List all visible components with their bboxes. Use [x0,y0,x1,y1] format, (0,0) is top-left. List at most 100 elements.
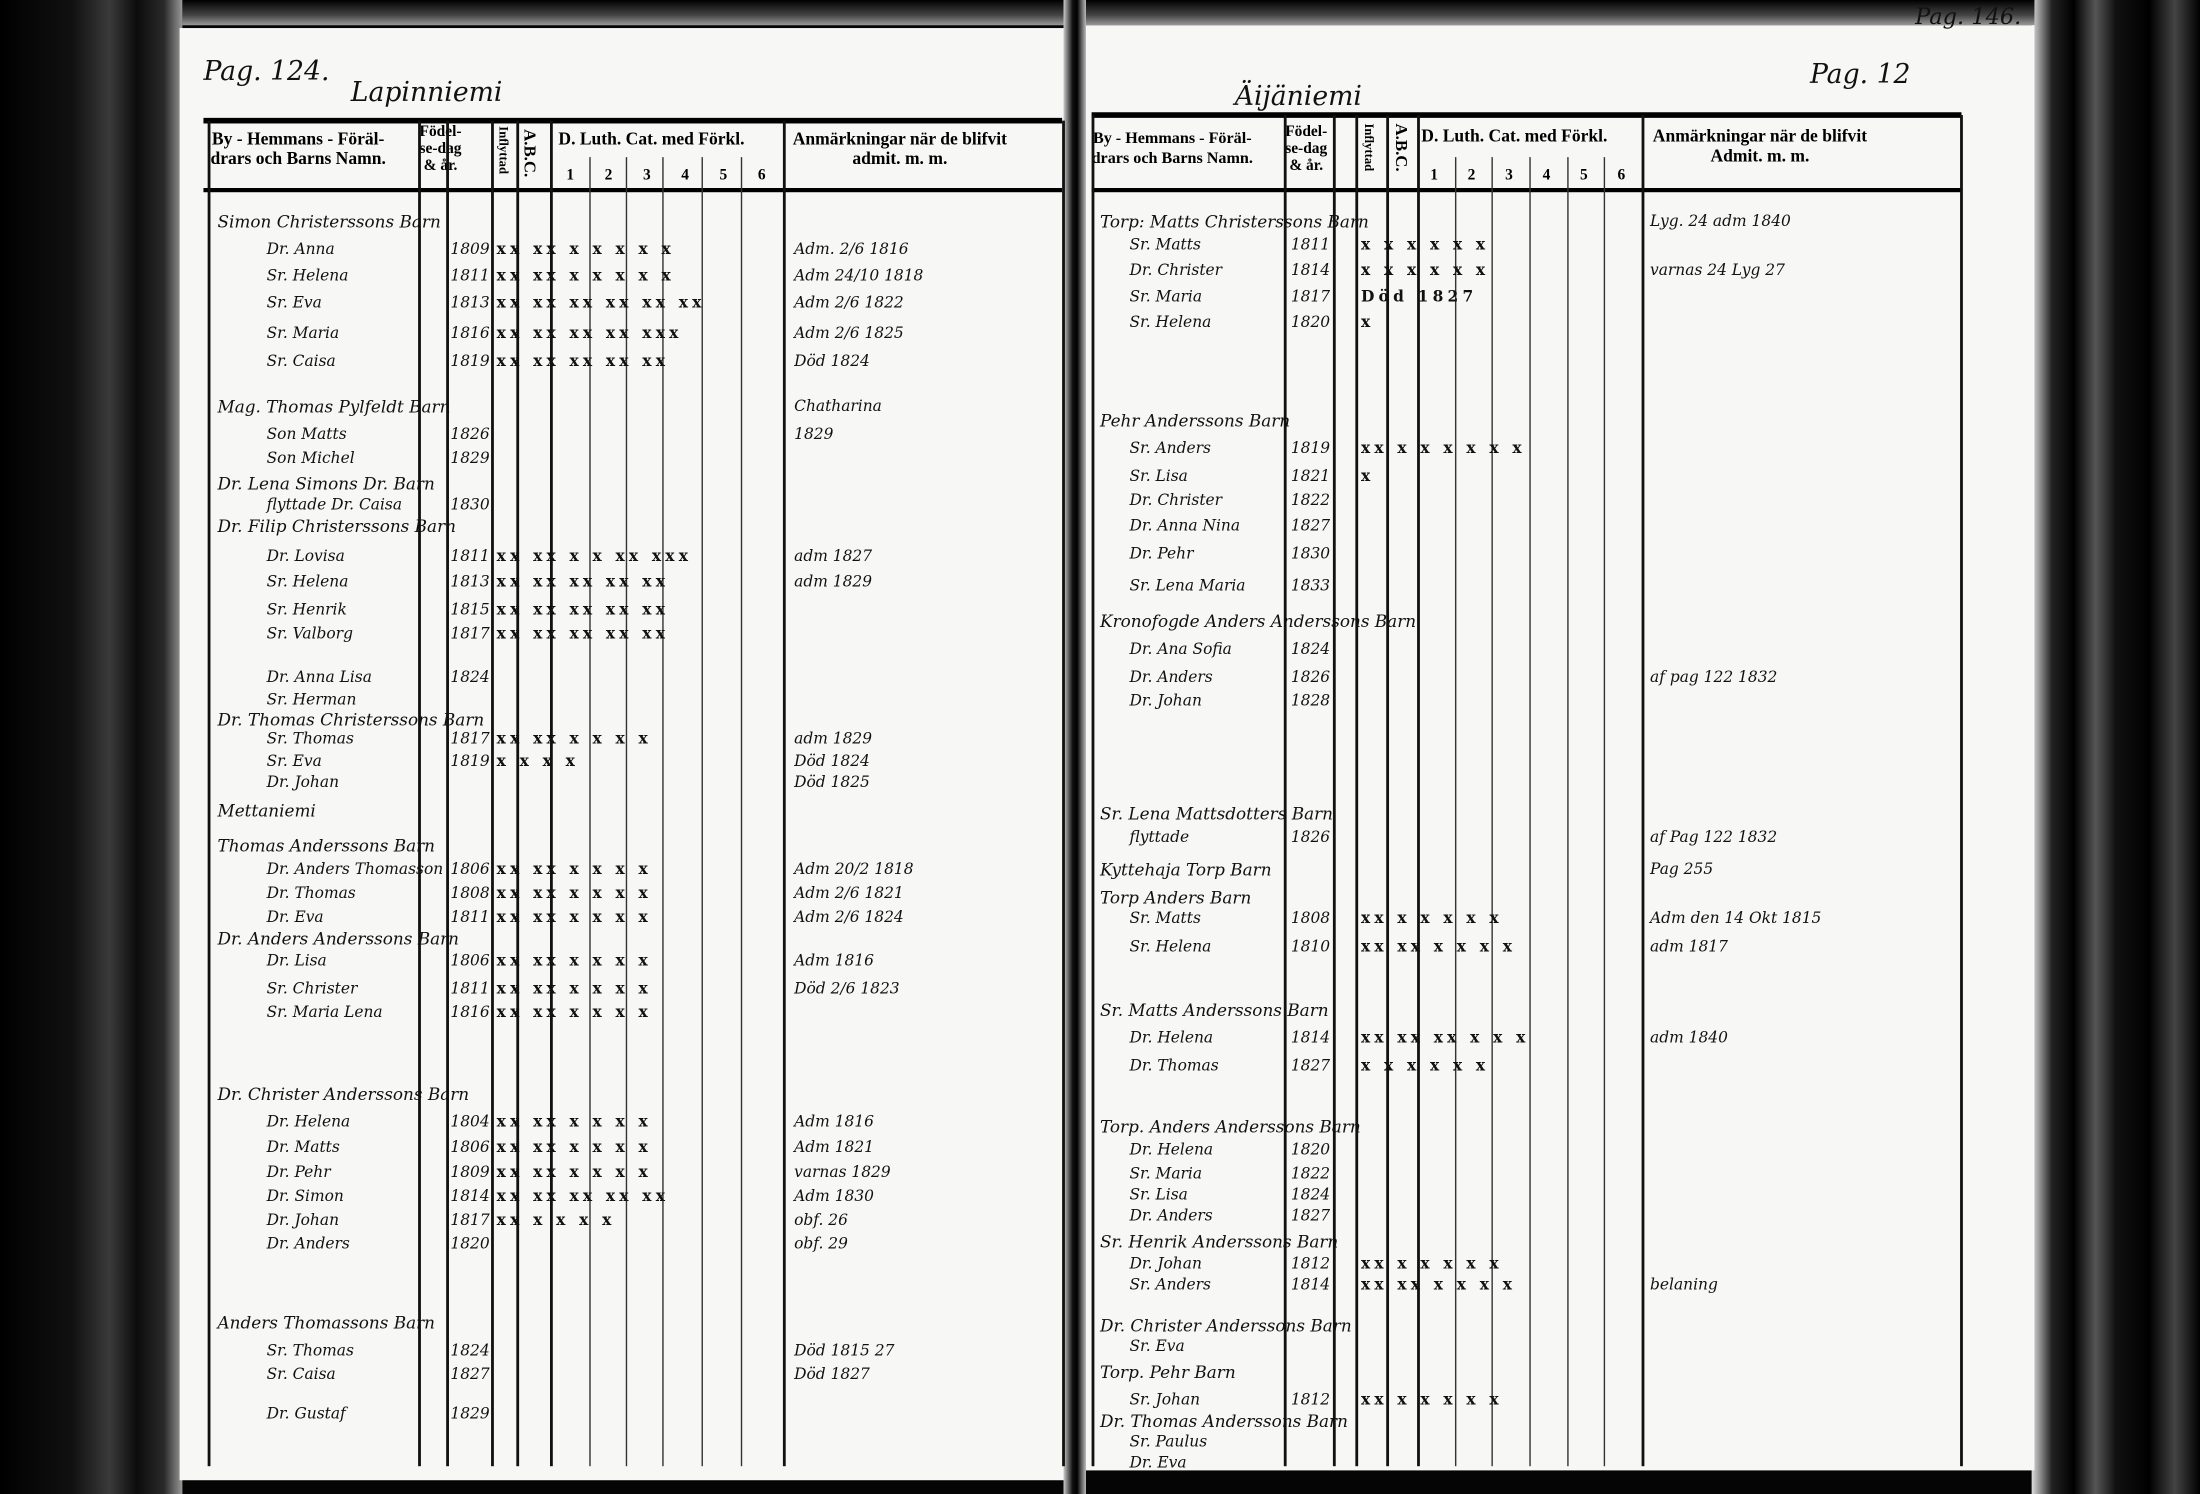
catechism-col-3: 3 [642,166,651,184]
person-name: Sr. Maria [266,324,340,343]
register-row: Dr. Helena 1820 [0,1140,2200,1159]
remark: Adm 2/6 1822 [794,293,904,312]
birth-year: 1830 [1290,544,1331,563]
birth-year: 1806 [450,951,490,970]
person-name: flyttade Dr. Caisa [266,495,403,514]
birth-year: 1813 [450,572,490,591]
corner-page-number: Pag. 146. [1915,2,2022,30]
register-row: Sr. Maria 1822 [0,1164,2200,1183]
column-rule [782,120,786,1467]
catechism-marks: xx xx x x x x [496,1137,652,1157]
left-header-birth-col: Födel- se-dag & år. [420,123,462,174]
person-name: Dr. Anna Nina [1129,516,1241,535]
right-header-birth-col: Födel- se-dag & år. [1285,123,1327,174]
birth-year: 1824 [1290,1185,1331,1204]
birth-year: 1814 [1290,1028,1331,1047]
remark: varnas 1829 [794,1163,891,1182]
household-name: Dr. Christer Anderssons Barn [1099,1316,1352,1336]
person-name: Dr. Johan [1129,691,1202,710]
household-name: Dr. Thomas Anderssons Barn [1099,1411,1348,1432]
birth-year: 1814 [1290,1275,1331,1294]
birth-year: 1812 [1290,1390,1331,1409]
birth-year: 1822 [1290,1164,1331,1183]
birth-year: 1808 [1290,909,1331,928]
catechism-marks: x x x x x x [1360,1056,1490,1075]
catechism-marks: x x x x [496,752,580,771]
column-rule [1091,115,1095,1467]
register-row: Sr. Helena 1820 x [0,314,2200,331]
register-row: Sr. Paulus [0,1433,2200,1451]
catechism-marks: xx xx xx xx xx [496,600,670,619]
register-row: Dr. Pehr 1809 xx xx x x x x varnas 1829 [0,1163,2200,1182]
header-line: Admit. m. m. [1710,145,1810,166]
catechism-marks: xx xx x x x x [496,1163,652,1182]
person-name: Dr. Thomas [266,883,356,903]
household-name: Sr. Lena Mattsdotters Barn [1099,803,1334,824]
register-row: Sr. Herman [0,691,2200,709]
birth-year: 1811 [1290,235,1331,254]
person-name: Dr. Anna Lisa [266,667,372,687]
birth-year: 1819 [450,352,490,371]
birth-year: 1814 [450,1186,490,1206]
column-rule [1062,120,1065,1467]
catechism-col-5: 5 [719,166,728,184]
person-name: Dr. Simon [266,1186,344,1206]
catechism-marks: xx xx x x x x [496,1112,652,1131]
birth-year: 1821 [1290,467,1331,486]
column-rule [625,157,628,1467]
register-row: Dr. Thomas Anderssons Barn [0,1413,2200,1430]
register-row: Torp Anders Barn [0,890,2200,907]
birth-year: 1816 [450,324,490,343]
catechism-marks: xx xx xx xx xx xx [496,293,706,312]
household-name: Pehr Anderssons Barn [1099,411,1291,431]
register-row: Dr. Christer Anderssons Barn [0,1086,2200,1103]
column-rule [1491,157,1493,1467]
catechism-marks: xx xx x x x x [496,1003,652,1022]
right-header-top-rule [1091,112,1962,118]
register-row: Dr. Anna Nina 1827 [0,516,2200,535]
remark: obf. 29 [794,1234,848,1253]
register-row: Kyttehaja Torp Barn Pag 255 [0,861,2200,879]
birth-year: 1819 [450,752,490,771]
remark: Död 2/6 1823 [794,979,900,998]
remark: Adm 1830 [794,1186,874,1206]
register-row: Sr. Thomas 1817 xx xx x x x x adm 1829 [0,730,2200,748]
column-rule [446,120,449,1467]
person-name: Dr. Helena [1129,1140,1214,1159]
person-name: Sr. Lena Maria [1129,576,1246,595]
register-row: Dr. Helena 1814 xx xx xx x x x adm 1840 [0,1028,2200,1047]
catechism-marks: xx xx x x x x x [496,266,675,285]
birth-year: 1828 [1290,691,1331,710]
catechism-marks: x x x x x x [1360,260,1490,280]
catechism-marks: xx xx x x x x [1360,1275,1517,1294]
register-row: Sr. Valborg 1817 xx xx xx xx xx [0,624,2200,643]
catechism-col-5: 5 [1580,166,1588,184]
birth-year: 1820 [1290,312,1331,332]
register-row: Sr. Johan 1812 xx x x x x x [0,1390,2200,1409]
register-row: Dr. Eva 1811 xx xx x x x x Adm 2/6 1824 [0,908,2200,926]
catechism-marks: Död 1827 [1360,287,1478,306]
left-binding-edge [0,0,183,1494]
remark: af Pag 122 1832 [1649,827,1778,847]
catechism-marks: x [1360,467,1375,486]
household-name: Torp. Anders Anderssons Barn [1099,1116,1361,1137]
catechism-marks: xx xx x x xx xxx [496,547,693,566]
column-rule [549,120,553,1467]
person-name: Sr. Caisa [266,1365,336,1384]
remark: adm 1817 [1649,937,1728,956]
column-rule [1417,115,1420,1467]
birth-year: 1824 [1290,639,1331,659]
remark: adm 1827 [794,547,873,566]
register-row: Sr. Helena 1813 xx xx xx xx xx adm 1829 [0,572,2200,591]
left-header-catechism: D. Luth. Cat. med Förkl. [558,129,745,149]
person-name: Dr. Matts [266,1137,340,1157]
birth-year: 1819 [1290,439,1331,458]
header-line: Födel- [419,123,462,141]
household-name: Dr. Anders Anderssons Barn [217,928,460,949]
catechism-marks: xx xx xx xx xx [496,624,670,643]
register-row: Dr. Lovisa 1811 xx xx x x xx xxx adm 1827 [0,547,2200,566]
right-header-abc-col: A.B.C. [1391,123,1412,172]
register-row: Dr. Thomas 1827 x x x x x x [0,1056,2200,1075]
right-header-name-col: By - Hemmans - Föräl- drars och Barns Na… [1092,129,1253,168]
person-name: Sr. Helena [1129,312,1212,332]
